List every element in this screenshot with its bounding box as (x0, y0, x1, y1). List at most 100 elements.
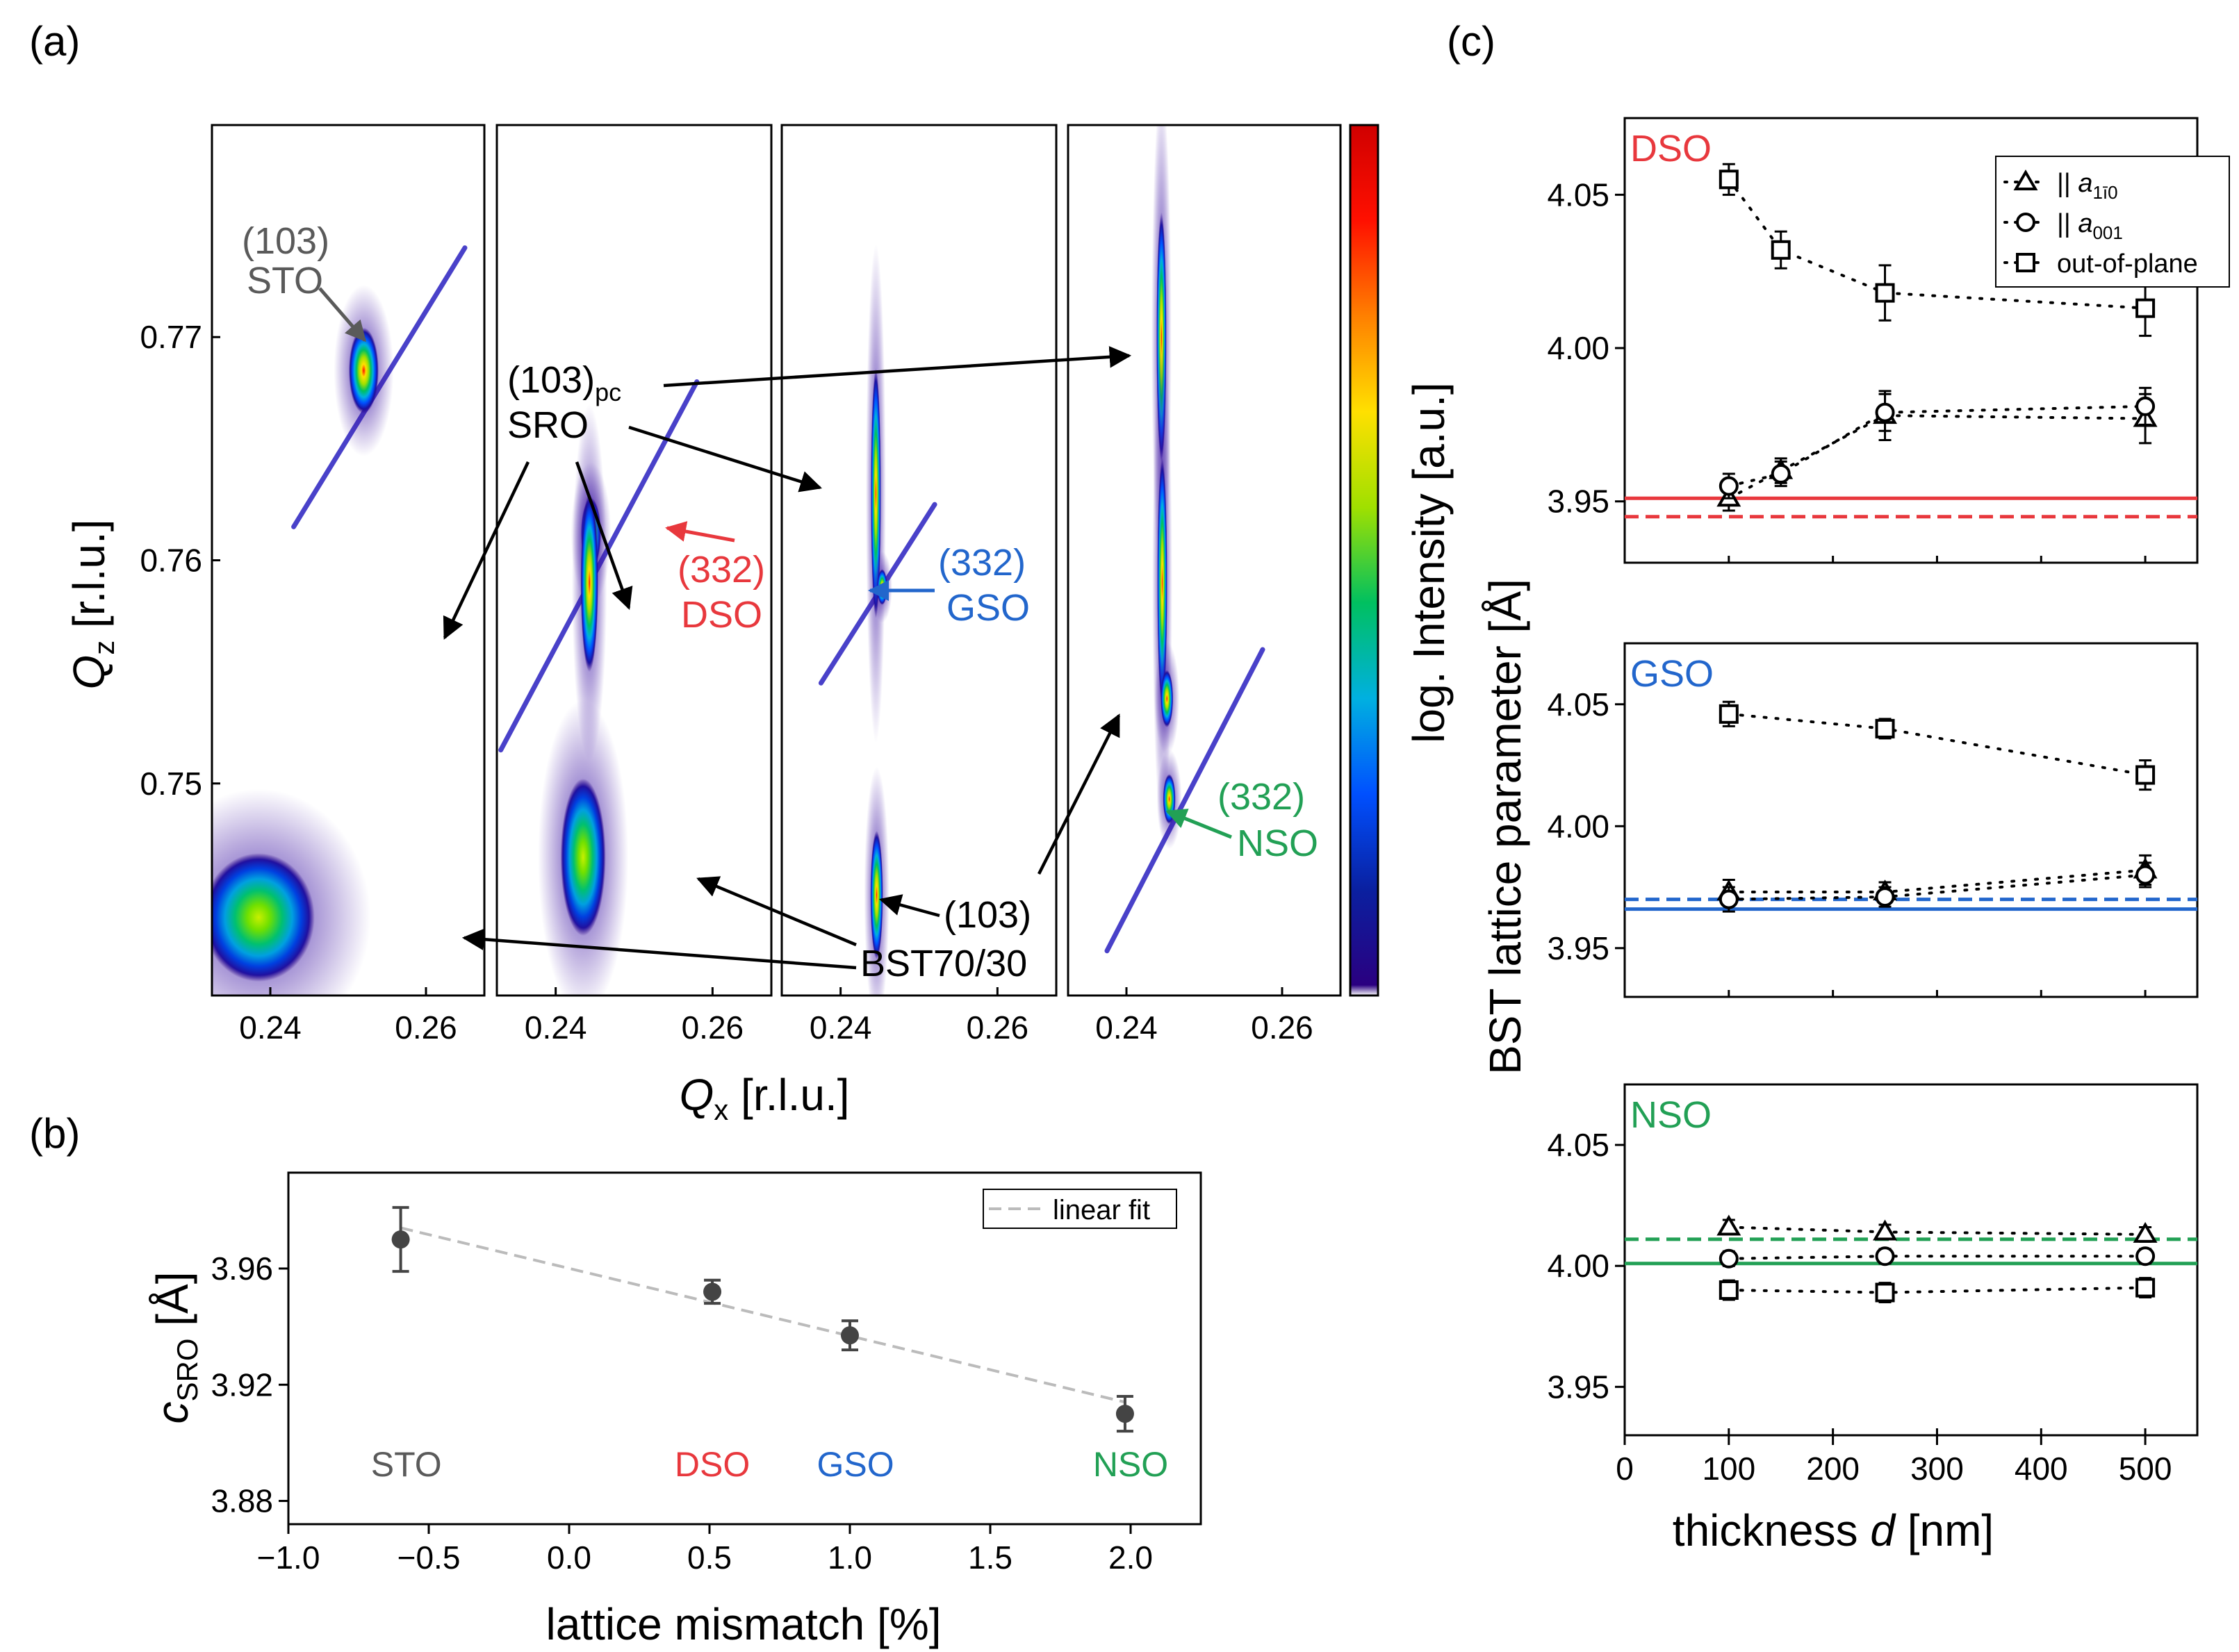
panel-b-point-nso (1115, 1405, 1134, 1423)
marker-circle (1875, 402, 1895, 422)
rsm-y-tick-label: 0.75 (140, 766, 202, 802)
panel-c-x-tick-label: 500 (2119, 1451, 2172, 1487)
panel-b-y-tick-label: 3.96 (211, 1250, 273, 1287)
annot-bst-index: (103) (944, 894, 1031, 936)
rsm-peak (877, 569, 887, 605)
panel-b-x-tick-label: 0.0 (547, 1539, 591, 1576)
panel-c-y-tick-label: 3.95 (1547, 484, 1609, 520)
panel-c-x-ticks: 0 100 200 300 400 500 (1616, 1435, 2172, 1487)
annot-sro-name: SRO (507, 404, 589, 446)
panel-c-series-line (1727, 178, 2147, 310)
marker-circle (2135, 1246, 2156, 1266)
marker-circle (2016, 213, 2035, 232)
panel-c-x-tick-label: 400 (2015, 1451, 2068, 1487)
panel-b-label-sto: STO (371, 1445, 442, 1484)
panel-b-fit (400, 1226, 1126, 1404)
annot-dso-arrow (665, 521, 735, 543)
panel-c-ylabel: BST lattice parameter [Å] (1480, 579, 1530, 1075)
panel-b-point-sto (391, 1230, 410, 1249)
panel-c-x-tick-label: 100 (1702, 1451, 1755, 1487)
panel-b-x-tick-label: −0.5 (397, 1539, 461, 1576)
marker-circle (1875, 1246, 1895, 1266)
rsm-substrate-streak (1104, 647, 1265, 954)
panel-c-series-line (1727, 404, 2147, 488)
rsm-y-tick-label: 0.77 (140, 319, 202, 355)
panel-c-frame (1623, 1083, 2199, 1437)
marker-circle (2135, 865, 2156, 885)
panel-label-a: (a) (29, 18, 80, 65)
colorbar (1349, 124, 1379, 997)
marker-square (1875, 283, 1895, 303)
marker-triangle (2133, 1221, 2158, 1243)
panel-b-label-dso: DSO (675, 1445, 750, 1484)
annot-sro-arrow-nso (663, 346, 1132, 388)
panel-b-points (391, 1206, 1134, 1433)
panel-b-point-dso (703, 1282, 722, 1301)
panel-c-y-tick-label: 4.00 (1547, 1248, 1609, 1284)
annot-sro-arrow-sto (443, 461, 530, 640)
panel-c-substrate-name: DSO (1630, 128, 1712, 170)
marker-square (1771, 240, 1791, 260)
panel-label-c: (c) (1447, 18, 1495, 65)
annot-bst-arrow-sto (461, 928, 857, 970)
annot-sto-name: STO (247, 260, 323, 302)
panel-b-ticks: −1.0 −0.5 0.0 0.5 1.0 1.5 2.0 3.88 3.92 3.96 (211, 1250, 1153, 1576)
marker-square (2135, 298, 2156, 318)
qz-axis-label: Qz [r.l.u.] (64, 519, 120, 689)
panel-c-y-tick-label: 3.95 (1547, 930, 1609, 966)
rsm-map-gso (782, 125, 1056, 996)
marker-square (2135, 765, 2156, 785)
panel-c-subpanels: DSO 3.95 4.00 4.05 GSO 3.95 4.00 4.05 NSO 3.95 4.0… (1547, 117, 2199, 1437)
panel-c-legend-label: || a001 (2057, 209, 2123, 243)
panel-b-legend-label: linear fit (1053, 1195, 1150, 1225)
marker-circle (1875, 887, 1895, 907)
panel-b-sro-lattice: −1.0 −0.5 0.0 0.5 1.0 1.5 2.0 3.88 3.92 3.96 STO D… (147, 1171, 1202, 1649)
panel-c-y-tick-label: 4.05 (1547, 176, 1609, 213)
panel-b-x-tick-label: 1.0 (828, 1539, 872, 1576)
rsm-map-dso (497, 125, 771, 996)
marker-square (2016, 253, 2035, 272)
panel-b-substrate-labels: STO DSO GSO NSO (371, 1445, 1168, 1484)
qx-axis-label: Qx [r.l.u.] (679, 1070, 849, 1126)
panel-b-label-gso: GSO (817, 1445, 894, 1484)
annot-sro-arrow-gso (628, 425, 823, 493)
marker-square (1719, 170, 1739, 190)
rsm-y-tick-label: 0.76 (140, 543, 202, 579)
annot-sro-index: (103)pc (507, 359, 621, 406)
annot-nso-name: NSO (1237, 823, 1318, 864)
rsm-panel-group (211, 124, 1342, 997)
panel-c-series-line (1727, 414, 2147, 500)
annot-gso-index: (332) (938, 542, 1026, 584)
rsm-x-tick-label: 0.26 (682, 1009, 744, 1046)
panel-c-y-tick-label: 3.95 (1547, 1369, 1609, 1405)
marker-triangle (1716, 1214, 1741, 1236)
rsm-x-tick-label: 0.26 (395, 1009, 457, 1046)
rsm-peak (1160, 670, 1174, 727)
panel-c-legend-label: out-of-plane (2057, 249, 2198, 279)
annot-nso-index: (332) (1217, 776, 1305, 818)
rsm-frame-gso (780, 124, 1058, 997)
marker-square (1875, 718, 1895, 738)
annot-bst-arrow-gso (878, 894, 940, 918)
panel-b-point-gso (841, 1326, 859, 1345)
marker-square (1719, 1280, 1739, 1300)
annot-sto-index: (103) (242, 220, 329, 262)
rsm-x-tick-label: 0.26 (967, 1009, 1029, 1046)
annot-sto-arrow (318, 287, 366, 342)
rsm-x-tick-label: 0.26 (1251, 1009, 1313, 1046)
panel-c-frame (1623, 642, 2199, 998)
rsm-background (782, 125, 1056, 996)
panel-c-substrate-name: GSO (1630, 653, 1714, 695)
annot-bst-arrow-nso (1037, 713, 1121, 875)
rsm-x-tick-label: 0.24 (239, 1009, 302, 1046)
panel-label-b: (b) (29, 1110, 80, 1157)
panel-b-fit-line (400, 1226, 1126, 1404)
colorbar-label: log. Intensity [a.u.] (1404, 382, 1454, 743)
panel-b-x-tick-label: 2.0 (1108, 1539, 1153, 1576)
marker-square (1719, 704, 1739, 724)
panel-c-x-tick-label: 0 (1616, 1451, 1634, 1487)
panel-c-y-tick-label: 4.00 (1547, 330, 1609, 366)
annot-bst-name: BST70/30 (860, 943, 1027, 984)
annot-nso-arrow (1165, 809, 1232, 839)
panel-b-y-tick-label: 3.88 (211, 1483, 273, 1519)
